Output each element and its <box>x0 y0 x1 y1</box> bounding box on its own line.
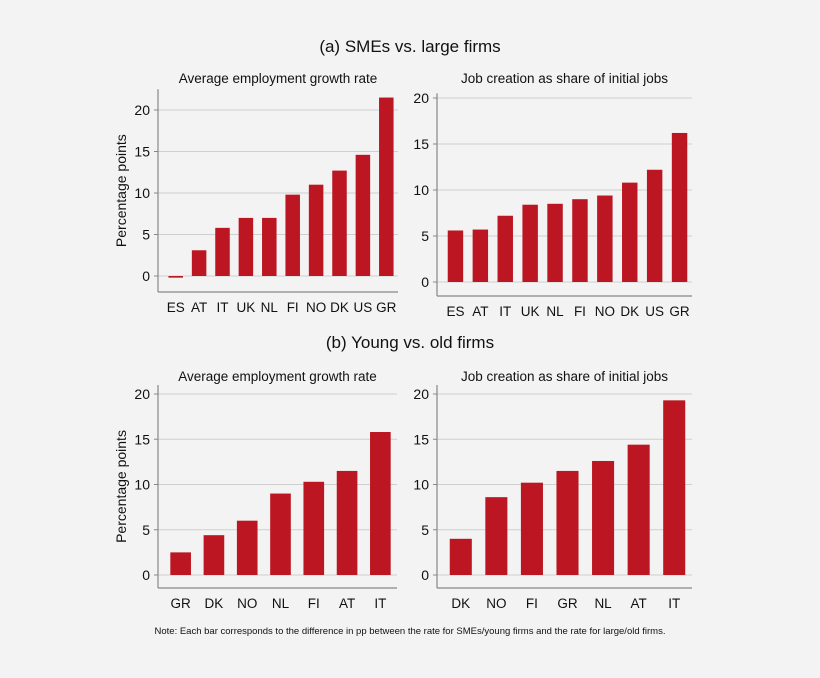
x-tick-label: GR <box>669 304 690 319</box>
bar-UK <box>238 217 254 276</box>
chart-title: Average employment growth rate <box>178 369 377 384</box>
x-tick-label: AT <box>631 596 647 611</box>
x-tick-label: GR <box>376 300 397 315</box>
x-tick-label: US <box>354 300 373 315</box>
bar-GR <box>671 132 688 282</box>
y-tick-label: 20 <box>134 386 150 402</box>
y-tick-label: 5 <box>142 227 150 243</box>
y-tick-label: 0 <box>421 567 429 583</box>
y-tick-label: 10 <box>134 477 150 493</box>
x-tick-label: DK <box>330 300 349 315</box>
bar-ES <box>447 230 464 282</box>
x-tick-label: NL <box>546 304 564 319</box>
section-title-b: (b) Young vs. old firms <box>325 333 495 352</box>
bar-FI <box>285 194 300 276</box>
y-tick-label: 20 <box>413 386 429 402</box>
x-tick-label: NL <box>594 596 612 611</box>
bar-US <box>355 154 371 276</box>
x-tick-label: US <box>645 304 664 319</box>
bar-GR <box>170 552 191 575</box>
bar-GR <box>556 470 579 575</box>
bar-DK <box>622 182 638 282</box>
x-tick-label: FI <box>574 304 586 319</box>
figure-note: Note: Each bar corresponds to the differ… <box>154 626 666 637</box>
x-tick-label: NO <box>486 596 506 611</box>
x-tick-label: AT <box>472 304 488 319</box>
bar-DK <box>332 170 347 276</box>
bar-ES <box>168 276 183 278</box>
chart-title: Job creation as share of initial jobs <box>461 369 668 384</box>
x-tick-label: ES <box>446 304 464 319</box>
bar-NL <box>262 217 277 276</box>
y-tick-label: 0 <box>421 274 429 290</box>
x-tick-label: DK <box>451 596 470 611</box>
y-tick-label: 0 <box>142 268 150 284</box>
y-axis-label: Percentage points <box>113 134 129 247</box>
x-tick-label: FI <box>526 596 538 611</box>
x-tick-label: DK <box>205 596 224 611</box>
x-tick-label: IT <box>668 596 680 611</box>
bar-NL <box>270 493 291 575</box>
bar-AT <box>191 250 207 276</box>
chart-title: Job creation as share of initial jobs <box>461 71 668 86</box>
bar-NO <box>485 497 508 575</box>
y-tick-label: 15 <box>134 144 150 160</box>
bar-NO <box>236 520 258 575</box>
bar-IT <box>370 432 391 575</box>
bar-FI <box>520 482 543 575</box>
bar-GR <box>379 97 394 276</box>
bar-FI <box>572 199 588 282</box>
x-tick-label: IT <box>499 304 511 319</box>
x-tick-label: UK <box>237 300 256 315</box>
y-tick-label: 15 <box>413 431 429 447</box>
x-tick-label: NO <box>595 304 615 319</box>
x-tick-label: ES <box>167 300 185 315</box>
x-tick-label: NO <box>306 300 326 315</box>
x-tick-label: GR <box>171 596 192 611</box>
y-tick-label: 5 <box>421 228 429 244</box>
x-tick-label: IT <box>217 300 229 315</box>
bar-AT <box>627 444 650 575</box>
y-tick-label: 5 <box>142 522 150 538</box>
x-tick-label: NL <box>272 596 290 611</box>
x-tick-label: GR <box>557 596 578 611</box>
bar-NL <box>592 460 615 575</box>
y-tick-label: 10 <box>134 185 150 201</box>
section-title-a: (a) SMEs vs. large firms <box>319 37 501 56</box>
bar-IT <box>663 400 686 575</box>
bar-AT <box>472 229 489 282</box>
bar-NO <box>308 184 324 276</box>
y-tick-label: 10 <box>413 182 429 198</box>
y-axis-label: Percentage points <box>113 430 129 543</box>
bar-NO <box>597 195 613 282</box>
x-tick-label: FI <box>308 596 320 611</box>
x-tick-label: UK <box>521 304 540 319</box>
x-tick-label: FI <box>287 300 299 315</box>
y-tick-label: 10 <box>413 477 429 493</box>
bar-DK <box>203 535 225 575</box>
y-tick-label: 20 <box>134 102 150 118</box>
bar-NL <box>547 203 563 282</box>
y-tick-label: 5 <box>421 522 429 538</box>
bar-US <box>646 169 663 282</box>
y-tick-label: 0 <box>142 567 150 583</box>
x-tick-label: NO <box>237 596 257 611</box>
x-tick-label: AT <box>191 300 207 315</box>
bar-DK <box>449 538 472 575</box>
bar-FI <box>303 481 325 575</box>
bar-IT <box>215 227 230 276</box>
y-tick-label: 15 <box>134 431 150 447</box>
bar-AT <box>336 470 358 575</box>
x-tick-label: DK <box>620 304 639 319</box>
bar-IT <box>497 215 513 282</box>
y-tick-label: 20 <box>413 90 429 106</box>
x-tick-label: IT <box>374 596 386 611</box>
x-tick-label: NL <box>261 300 279 315</box>
chart-title: Average employment growth rate <box>179 71 378 86</box>
y-tick-label: 15 <box>413 136 429 152</box>
x-tick-label: AT <box>339 596 355 611</box>
bar-UK <box>522 204 538 282</box>
